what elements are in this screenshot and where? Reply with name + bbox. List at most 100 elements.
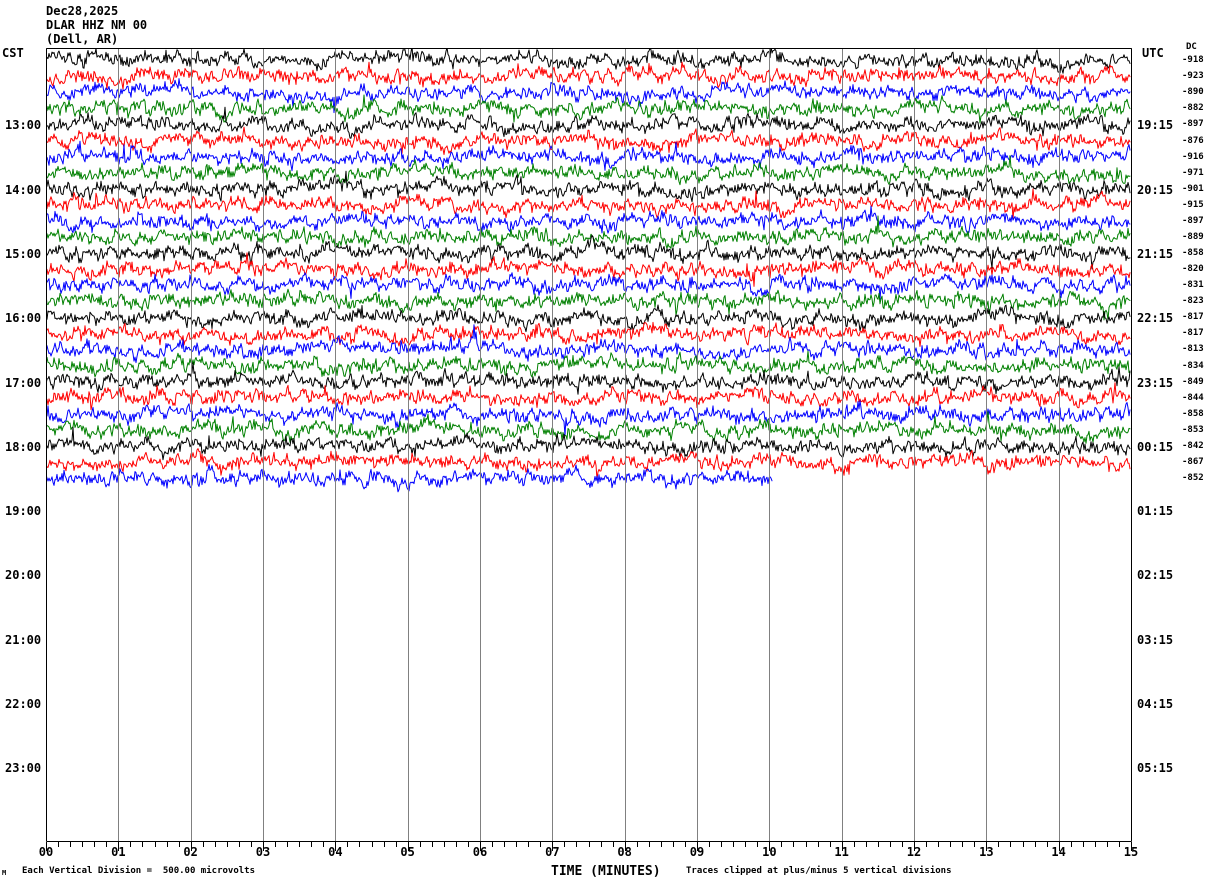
x-tick-label: 15: [1123, 845, 1139, 859]
x-tick-label: 07: [545, 845, 560, 859]
left-time-label: 13:00: [5, 118, 42, 133]
left-time-label: 21:00: [5, 632, 42, 647]
left-time-label: 17:00: [5, 375, 42, 390]
left-time-label: 15:00: [5, 247, 42, 262]
x-tick-label: 11: [834, 845, 849, 859]
seismic-trace: [46, 362, 1131, 395]
x-tick-label: 09: [689, 845, 705, 859]
right-time-label: 23:15: [1137, 375, 1174, 390]
dc-value: -817: [1182, 312, 1204, 323]
dc-value: -918: [1182, 55, 1204, 66]
dc-value: -916: [1182, 151, 1204, 162]
seismic-trace: [46, 272, 1131, 300]
dc-value: -831: [1182, 280, 1204, 291]
dc-value: -844: [1182, 392, 1204, 403]
header-location: (Dell, AR): [46, 32, 119, 46]
seismic-trace: [46, 140, 1131, 172]
seismic-trace: [46, 426, 1131, 461]
dc-value: -817: [1182, 328, 1204, 339]
header-station: DLAR HHZ NM 00: [46, 18, 148, 32]
dc-value: -901: [1182, 183, 1204, 194]
x-tick-label: 02: [183, 845, 198, 859]
right-time-label: 03:15: [1137, 632, 1174, 647]
x-tick-label: 06: [472, 845, 488, 859]
dc-value: -858: [1182, 408, 1204, 419]
dc-value: -897: [1182, 119, 1204, 130]
seismic-trace: [46, 234, 1131, 270]
dc-value: -842: [1182, 440, 1204, 451]
trace-canvas: [46, 48, 1131, 841]
seismic-trace: [46, 400, 1131, 436]
right-time-label: 02:15: [1137, 568, 1174, 583]
dc-value: -834: [1182, 360, 1204, 371]
dc-value: -897: [1182, 215, 1204, 226]
right-time-label: 05:15: [1137, 761, 1174, 776]
x-tick-label: 12: [906, 845, 922, 859]
dc-value: -849: [1182, 376, 1204, 387]
seismic-trace: [46, 94, 1131, 124]
seismic-trace: [46, 78, 1131, 114]
x-tick-label: 03: [255, 845, 271, 859]
seismic-trace: [46, 170, 1131, 203]
x-tick-label: 14: [1051, 845, 1066, 859]
dc-value: -890: [1182, 87, 1204, 98]
seismic-trace: [46, 106, 1131, 139]
dc-value: -889: [1182, 231, 1204, 242]
seismic-trace: [46, 155, 1131, 186]
x-tick-label: 00: [38, 845, 54, 859]
x-tick-label: 01: [111, 845, 126, 859]
right-time-label: 04:15: [1137, 697, 1174, 711]
x-tick-label: 08: [617, 845, 632, 859]
seismic-trace: [46, 411, 1131, 444]
dc-value: -882: [1182, 103, 1204, 114]
trace-svg: [46, 48, 1131, 493]
seismic-trace: [46, 126, 1131, 155]
dc-value: -923: [1182, 71, 1204, 82]
scale-note: Each Vertical Division = 500.00 microvol…: [22, 866, 255, 876]
left-time-label: 20:00: [5, 568, 42, 583]
dc-value: -813: [1182, 344, 1204, 355]
right-time-label: 19:15: [1137, 118, 1174, 133]
x-tick-label: 13: [979, 845, 994, 859]
x-tick-label: 05: [400, 845, 415, 859]
left-time-label: 23:00: [5, 761, 42, 776]
dc-value: -853: [1182, 424, 1204, 435]
right-time-label: 20:15: [1137, 182, 1174, 197]
left-time-label: 18:00: [5, 439, 42, 454]
right-axis-label: UTC: [1142, 46, 1164, 60]
right-time-label: 01:15: [1137, 504, 1174, 519]
dc-value: -820: [1182, 264, 1204, 275]
dc-column-header: DC: [1186, 42, 1197, 52]
seismic-trace: [46, 324, 1131, 364]
seismic-trace: [46, 252, 1131, 287]
clip-note: Traces clipped at plus/minus 5 vertical …: [686, 866, 952, 876]
x-tick-label: 04: [328, 845, 343, 859]
x-tick-label: 10: [762, 845, 777, 859]
right-time-label: 00:15: [1137, 439, 1174, 454]
right-time-label: 21:15: [1137, 247, 1174, 262]
seismic-trace: [46, 188, 1131, 220]
left-time-label: 14:00: [5, 182, 42, 197]
x-axis-title: TIME (MINUTES): [551, 864, 661, 879]
header-date: Dec28,2025: [46, 4, 119, 18]
seismic-trace: [46, 350, 1131, 378]
seismic-trace: [46, 215, 1131, 250]
left-axis-label: CST: [2, 46, 24, 60]
dc-value: -852: [1182, 473, 1204, 484]
seismic-trace: [46, 48, 1131, 74]
seismic-trace: [46, 448, 1131, 480]
seismic-trace: [46, 61, 1131, 90]
seismic-trace: [46, 321, 1131, 347]
seismic-trace: [46, 288, 1131, 321]
seismic-trace: [46, 382, 1131, 411]
corner-mark: M: [2, 869, 7, 877]
left-time-label: 22:00: [5, 697, 42, 711]
seismic-trace: [46, 205, 1131, 235]
dc-value: -971: [1182, 167, 1204, 178]
dc-value: -876: [1182, 135, 1204, 146]
seismic-trace: [46, 304, 1131, 333]
left-time-label: 19:00: [5, 504, 42, 519]
right-time-label: 22:15: [1137, 311, 1174, 326]
dc-value: -823: [1182, 296, 1204, 307]
